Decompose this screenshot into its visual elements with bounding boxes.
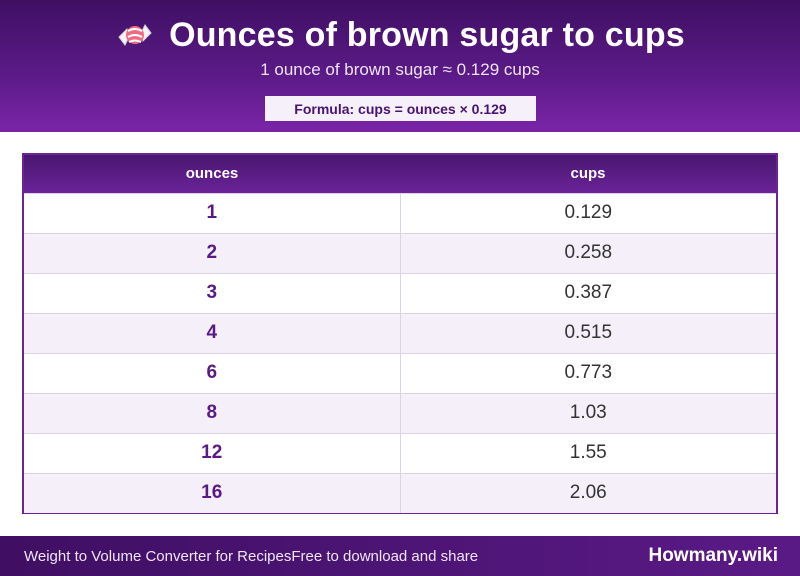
cups-cell: 0.515 <box>400 312 776 353</box>
page-title: Ounces of brown sugar to cups <box>169 15 685 54</box>
ounces-cell: 1 <box>24 192 401 233</box>
conversion-table: ounces cups 1 0.129 2 0.258 3 0.387 4 0.… <box>22 153 778 514</box>
table-row: 1 0.129 <box>24 192 776 233</box>
cups-cell: 1.55 <box>400 432 776 473</box>
cups-cell: 0.258 <box>400 232 776 273</box>
table-row: 12 1.55 <box>24 432 776 473</box>
column-header-ounces: ounces <box>185 165 239 183</box>
table-row: 6 0.773 <box>24 352 776 393</box>
ounces-cell: 16 <box>24 472 401 513</box>
ounces-cell: 6 <box>24 352 401 393</box>
cups-cell: 0.129 <box>400 192 776 233</box>
ounces-cell: 8 <box>24 392 401 433</box>
ounces-cell: 12 <box>24 432 401 473</box>
brand-link[interactable]: Howmany.wiki <box>648 545 778 566</box>
cups-cell: 0.773 <box>400 352 776 393</box>
header: Ounces of brown sugar to cups 1 ounce of… <box>0 0 800 132</box>
formula-badge: Formula: cups = ounces × 0.129 <box>265 96 536 121</box>
candy-icon <box>115 15 155 55</box>
table-row: 3 0.387 <box>24 272 776 313</box>
footer-tagline: Weight to Volume Converter for RecipesFr… <box>24 547 479 565</box>
table-row: 2 0.258 <box>24 232 776 273</box>
footer: Weight to Volume Converter for RecipesFr… <box>0 536 800 576</box>
ounces-cell: 4 <box>24 312 401 353</box>
column-header-cups: cups <box>570 165 606 183</box>
cups-cell: 2.06 <box>400 472 776 513</box>
cups-cell: 1.03 <box>400 392 776 433</box>
ounces-cell: 2 <box>24 232 401 273</box>
table-row: 16 2.06 <box>24 472 776 513</box>
table-row: 8 1.03 <box>24 392 776 433</box>
table: ounces cups 1 0.129 2 0.258 3 0.387 4 0.… <box>24 155 776 513</box>
cups-cell: 0.387 <box>400 272 776 313</box>
page-subtitle: 1 ounce of brown sugar ≈ 0.129 cups <box>260 60 540 79</box>
table-header-row: ounces cups <box>24 155 776 193</box>
table-row: 4 0.515 <box>24 312 776 353</box>
title-row: Ounces of brown sugar to cups <box>0 14 800 56</box>
ounces-cell: 3 <box>24 272 401 313</box>
